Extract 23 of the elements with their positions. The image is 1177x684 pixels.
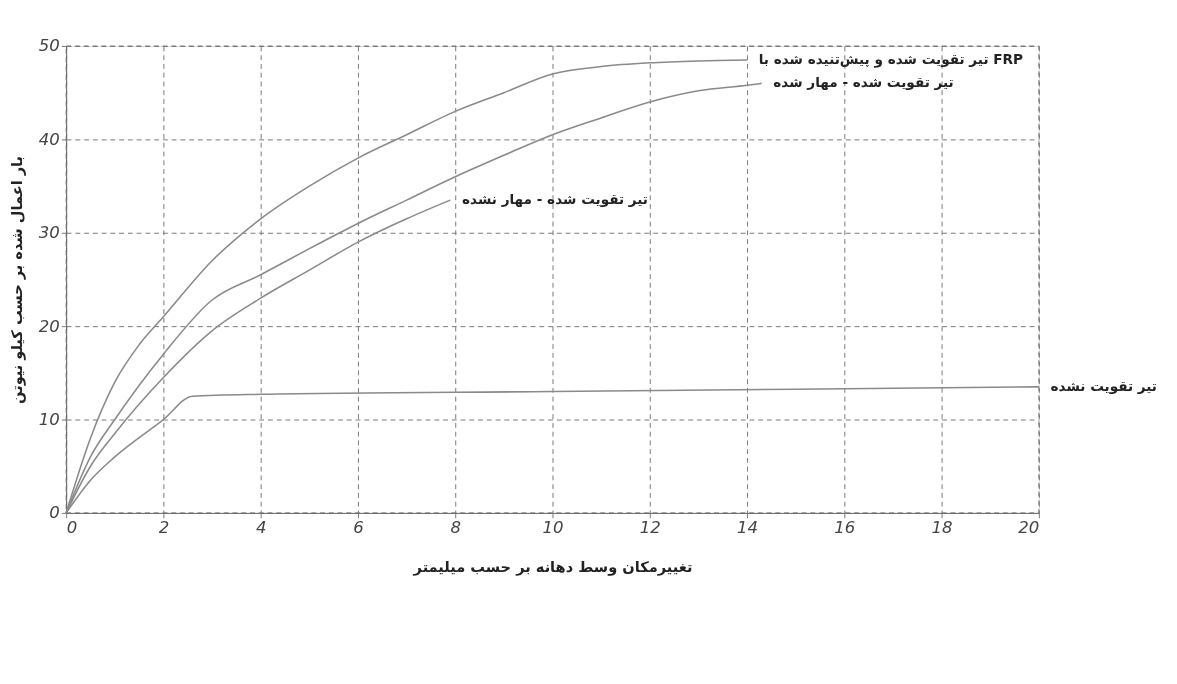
- x-tick-label: 14: [737, 517, 759, 537]
- x-tick-label: 10: [542, 517, 564, 537]
- series-label: تیر تقویت شده و پیش‌تنیده شده با FRP: [758, 50, 1024, 68]
- y-axis-title: بار اعمال شده بر حسب کیلو نیوتن: [8, 155, 27, 404]
- x-tick-label: 12: [639, 517, 661, 537]
- x-tick-label: 20: [1018, 517, 1040, 537]
- x-tick-label: 6: [353, 517, 364, 537]
- series-label: تیر تقویت شده - مهار شده: [773, 74, 954, 91]
- y-tick-label: 30: [38, 223, 60, 243]
- y-tick-label: 40: [38, 129, 60, 149]
- x-tick-label: 18: [931, 517, 953, 537]
- series-label: تیر تقویت شده - مهار نشده: [462, 190, 648, 207]
- series-label: تیر تقویت نشده: [1050, 377, 1157, 394]
- x-tick-label: 0: [66, 517, 78, 537]
- y-tick-label: 20: [38, 316, 60, 336]
- x-tick-label: 4: [255, 517, 267, 537]
- x-tick-label: 16: [834, 517, 856, 537]
- y-tick-label: 10: [38, 409, 60, 429]
- x-tick-label: 2: [158, 517, 170, 537]
- y-tick-label: 50: [38, 36, 60, 56]
- x-axis-title: تغییرمکان وسط دهانه بر حسب میلیمتر: [412, 557, 693, 576]
- x-tick-label: 8: [450, 517, 461, 537]
- y-tick-label: 0: [49, 503, 60, 523]
